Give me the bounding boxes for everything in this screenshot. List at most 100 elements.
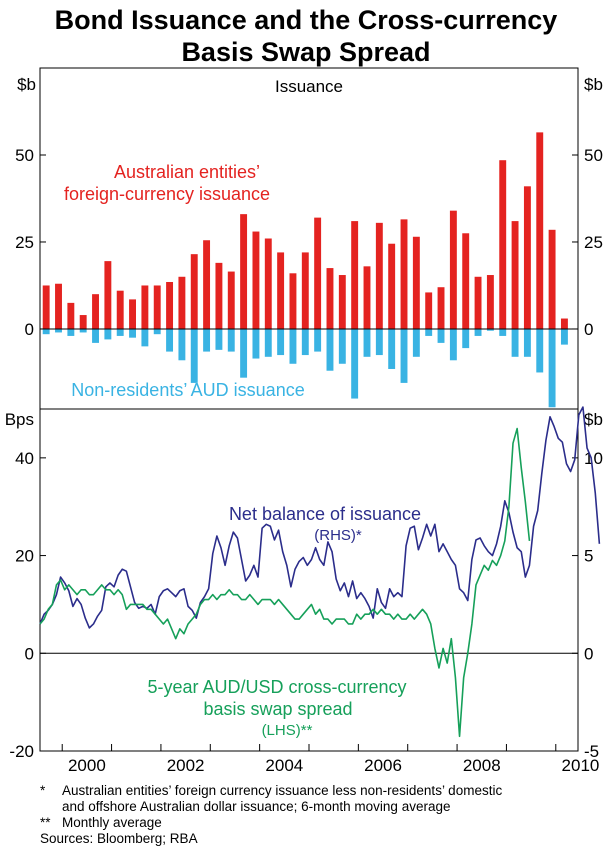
bar-foreign-currency-35 xyxy=(474,276,482,329)
x-tick-label-2002: 2002 xyxy=(167,756,205,775)
bar-foreign-currency-3 xyxy=(79,315,87,329)
bar-non-resident-aud-7 xyxy=(129,328,137,338)
bar-foreign-currency-30 xyxy=(412,236,420,329)
footnote-2-text: Monthly average xyxy=(62,815,162,830)
bar-foreign-currency-8 xyxy=(141,285,149,329)
bar-non-resident-aud-11 xyxy=(178,328,186,361)
bar-non-resident-aud-15 xyxy=(227,328,235,352)
bar-non-resident-aud-18 xyxy=(264,328,272,357)
bar-non-resident-aud-4 xyxy=(92,328,99,343)
bar-non-resident-aud-34 xyxy=(462,328,470,349)
footnote-sources: Sources: Bloomberg; RBA xyxy=(40,831,600,847)
bar-foreign-currency-27 xyxy=(375,222,383,329)
right-tick-label-10: 10 xyxy=(584,449,603,468)
bar-foreign-currency-9 xyxy=(153,285,161,329)
bar-non-resident-aud-17 xyxy=(252,328,260,359)
bar-non-resident-aud-21 xyxy=(301,328,309,356)
bar-foreign-currency-21 xyxy=(301,252,309,329)
bar-non-resident-aud-16 xyxy=(240,328,248,378)
bar-non-resident-aud-29 xyxy=(400,328,408,383)
bar-non-resident-aud-5 xyxy=(104,328,112,340)
bar-foreign-currency-32 xyxy=(437,287,445,329)
bar-foreign-currency-20 xyxy=(289,273,297,329)
footnote-1-text: Australian entities’ foreign currency is… xyxy=(62,783,502,815)
label-non-resident-aud: Non-residents’ AUD issuance xyxy=(71,380,304,400)
bar-foreign-currency-29 xyxy=(400,219,408,329)
footnote-1-line-2: and offshore Australian dollar issuance;… xyxy=(62,799,451,814)
label-net-balance-line-2: (RHS)* xyxy=(314,527,362,544)
bar-non-resident-aud-9 xyxy=(153,328,161,335)
x-tick-label-2000: 2000 xyxy=(68,756,106,775)
bar-foreign-currency-16 xyxy=(240,214,248,329)
bar-non-resident-aud-10 xyxy=(166,328,174,352)
bar-non-resident-aud-14 xyxy=(215,328,223,350)
top-right-tick-label-25: 25 xyxy=(584,233,603,252)
bar-foreign-currency-12 xyxy=(190,254,198,329)
bar-non-resident-aud-1 xyxy=(55,328,62,333)
right-axis-label: $b xyxy=(584,410,603,429)
bar-foreign-currency-7 xyxy=(129,299,137,329)
label-basis-swap-line-1: 5-year AUD/USD cross-currency xyxy=(147,677,406,697)
bar-foreign-currency-11 xyxy=(178,276,186,329)
line-net-balance xyxy=(39,406,601,629)
chart-title: Bond Issuance and the Cross-currency Bas… xyxy=(0,4,612,68)
footnote-1-mark: * xyxy=(40,783,46,798)
bar-non-resident-aud-6 xyxy=(116,328,124,336)
bar-foreign-currency-38 xyxy=(511,221,519,329)
top-left-tick-label-25: 25 xyxy=(15,233,34,252)
bar-foreign-currency-13 xyxy=(203,240,211,329)
left-tick-label-0: 0 xyxy=(25,644,34,663)
bar-foreign-currency-0 xyxy=(42,285,50,329)
footnote-1-line-1: Australian entities’ foreign currency is… xyxy=(62,783,503,798)
left-tick-label--20: -20 xyxy=(9,742,34,761)
bar-foreign-currency-23 xyxy=(326,268,334,329)
bar-foreign-currency-34 xyxy=(462,233,470,329)
bar-non-resident-aud-0 xyxy=(42,328,50,335)
bar-foreign-currency-37 xyxy=(499,160,507,329)
bar-foreign-currency-10 xyxy=(166,281,174,329)
bar-non-resident-aud-41 xyxy=(548,328,556,408)
bar-foreign-currency-6 xyxy=(116,290,124,329)
bar-non-resident-aud-13 xyxy=(203,328,211,352)
top-panel-title: Issuance xyxy=(275,77,343,96)
bar-foreign-currency-5 xyxy=(104,261,112,329)
bar-non-resident-aud-39 xyxy=(523,328,531,357)
left-axis-label: Bps xyxy=(5,410,34,429)
bar-non-resident-aud-28 xyxy=(388,328,396,369)
bar-non-resident-aud-22 xyxy=(314,328,322,352)
bar-foreign-currency-2 xyxy=(67,302,75,329)
bar-foreign-currency-18 xyxy=(264,238,272,329)
right-tick-label-5: 5 xyxy=(584,547,593,566)
bar-foreign-currency-25 xyxy=(351,221,359,329)
bar-non-resident-aud-8 xyxy=(141,328,149,347)
bar-non-resident-aud-40 xyxy=(536,328,544,373)
bar-non-resident-aud-37 xyxy=(499,328,507,336)
bar-non-resident-aud-19 xyxy=(277,328,285,356)
bar-foreign-currency-4 xyxy=(92,294,99,329)
bar-foreign-currency-1 xyxy=(55,283,62,329)
top-panel-frame xyxy=(39,67,579,410)
bar-foreign-currency-33 xyxy=(449,210,457,329)
right-tick-label--5: -5 xyxy=(584,742,599,761)
bar-foreign-currency-39 xyxy=(523,186,531,329)
bar-foreign-currency-28 xyxy=(388,243,396,329)
bar-foreign-currency-19 xyxy=(277,252,285,329)
footnote-2-mark: ** xyxy=(40,815,51,830)
right-tick-label-0: 0 xyxy=(584,644,593,663)
bar-non-resident-aud-2 xyxy=(67,328,75,336)
bar-non-resident-aud-27 xyxy=(375,328,383,356)
bar-non-resident-aud-32 xyxy=(437,328,445,343)
bar-foreign-currency-36 xyxy=(486,275,494,329)
label-basis-swap-line-2: basis swap spread xyxy=(203,699,352,719)
top-right-tick-label-0: 0 xyxy=(584,320,593,339)
bar-foreign-currency-42 xyxy=(560,318,568,329)
bar-non-resident-aud-3 xyxy=(79,328,87,333)
top-left-tick-label-50: 50 xyxy=(15,146,34,165)
label-net-balance-line-1: Net balance of issuance xyxy=(229,504,421,524)
left-tick-label-40: 40 xyxy=(15,449,34,468)
bar-non-resident-aud-12 xyxy=(190,328,198,383)
bar-non-resident-aud-26 xyxy=(363,328,371,357)
top-right-axis-label: $b xyxy=(584,75,603,94)
bar-non-resident-aud-24 xyxy=(338,328,346,364)
